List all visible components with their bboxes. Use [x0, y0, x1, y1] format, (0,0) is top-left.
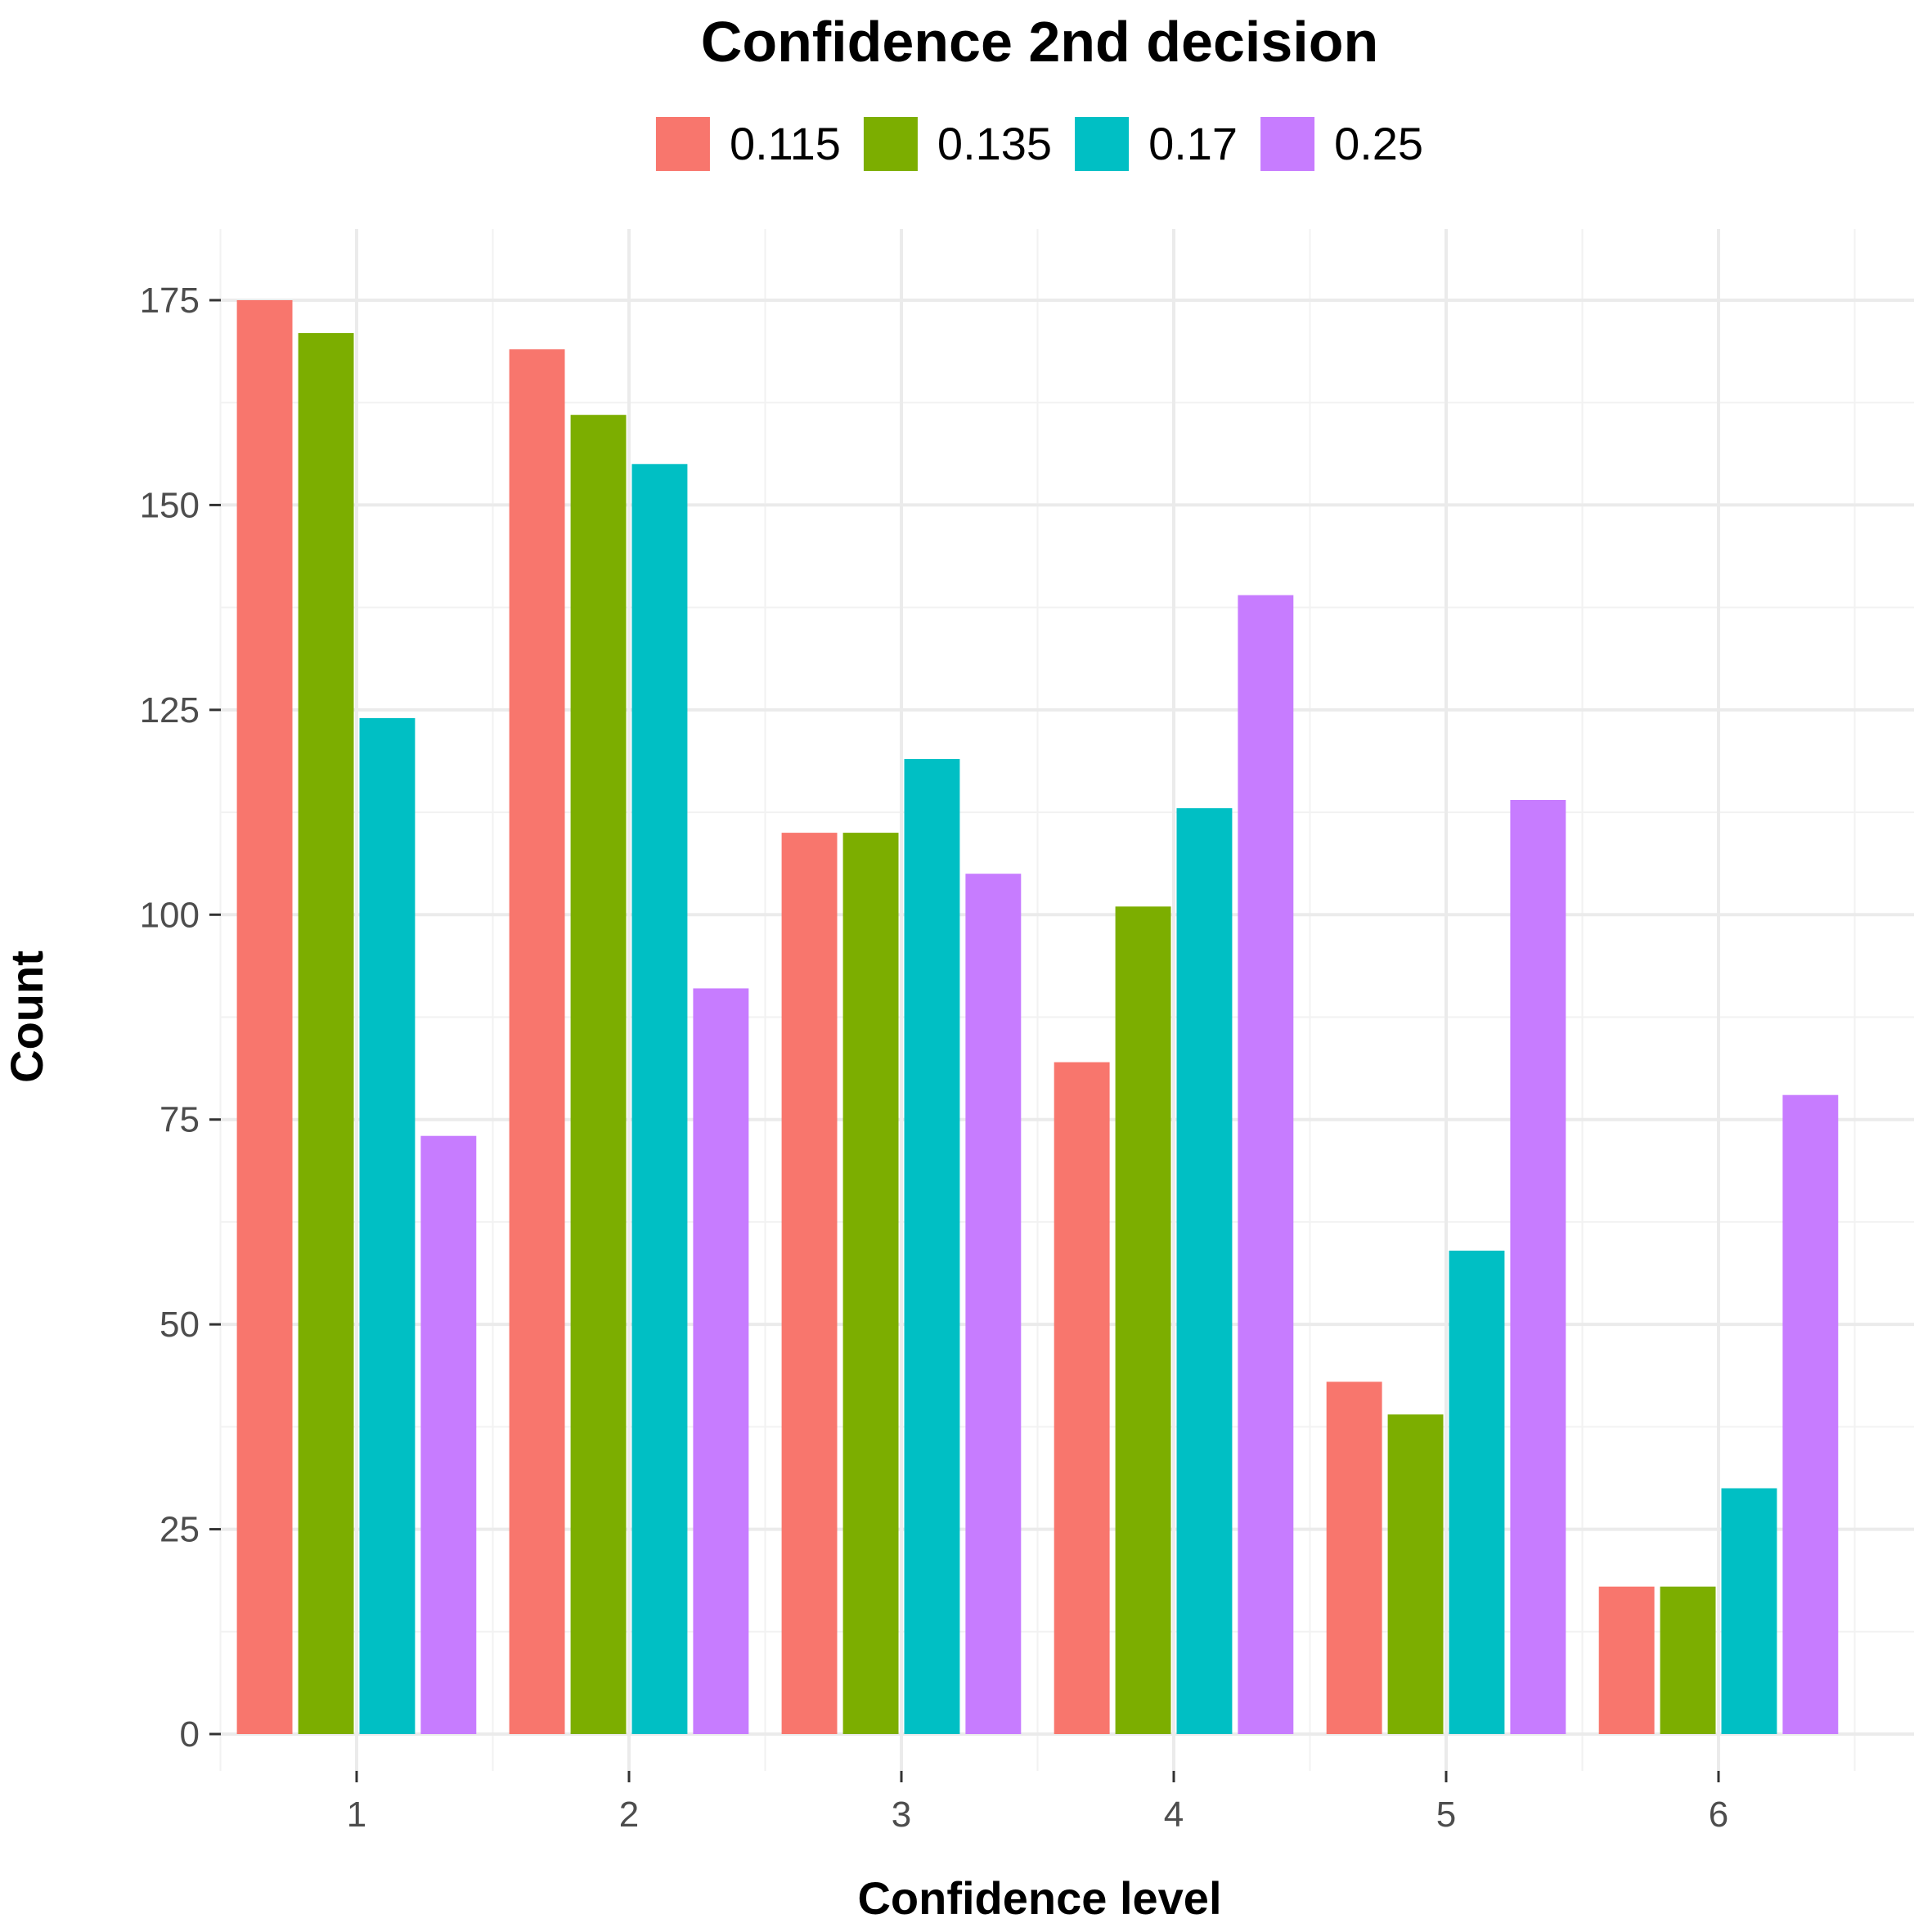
- y-tick-label: 25: [160, 1510, 200, 1550]
- bar-series-0-cat-0: [236, 300, 293, 1734]
- y-tick-label: 75: [160, 1100, 200, 1140]
- x-tick-label: 5: [1436, 1795, 1456, 1835]
- bar-series-0-cat-5: [1598, 1586, 1655, 1734]
- y-tick-label: 50: [160, 1305, 200, 1345]
- x-tick-label: 3: [892, 1795, 911, 1835]
- bar-series-2-cat-3: [1176, 808, 1233, 1734]
- y-tick-label: 175: [140, 281, 200, 321]
- y-tick-label: 0: [180, 1714, 200, 1755]
- y-axis: 0 25 50 75 100 125 150 175: [140, 281, 221, 1755]
- x-tick-label: 4: [1164, 1795, 1184, 1835]
- bar-series-0-cat-2: [781, 833, 838, 1734]
- x-tick-label: 1: [347, 1795, 366, 1835]
- bar-series-3-cat-5: [1782, 1094, 1839, 1734]
- legend-item-1: 0.135: [863, 117, 1052, 171]
- bar-series-2-cat-0: [359, 717, 416, 1734]
- x-tick-label: 2: [619, 1795, 639, 1835]
- legend: 0.115 0.135 0.17 0.25: [655, 117, 1423, 171]
- bar-series-1-cat-4: [1387, 1414, 1444, 1734]
- bar-series-1-cat-1: [570, 415, 627, 1735]
- x-axis-title: Confidence level: [857, 1872, 1221, 1924]
- bar-series-1-cat-3: [1115, 906, 1171, 1734]
- legend-swatch: [655, 117, 710, 171]
- legend-item-0: 0.115: [655, 117, 841, 171]
- legend-item-2: 0.17: [1075, 117, 1238, 171]
- x-tick-label: 6: [1709, 1795, 1728, 1835]
- legend-swatch: [1260, 117, 1315, 171]
- y-tick-label: 150: [140, 485, 200, 525]
- legend-label: 0.25: [1334, 118, 1423, 169]
- bar-series-3-cat-0: [420, 1135, 477, 1734]
- bars: [236, 300, 1839, 1735]
- legend-label: 0.115: [730, 118, 841, 169]
- plot-panel: 0 25 50 75 100 125 150 175 1 2 3 4 5 6: [140, 229, 1914, 1835]
- bar-series-2-cat-1: [631, 464, 688, 1734]
- bar-series-2-cat-2: [904, 759, 960, 1734]
- bar-series-3-cat-2: [965, 874, 1022, 1734]
- bar-series-2-cat-4: [1449, 1251, 1505, 1734]
- bar-series-0-cat-4: [1326, 1382, 1382, 1734]
- bar-series-0-cat-3: [1054, 1062, 1110, 1734]
- bar-series-3-cat-1: [693, 988, 749, 1734]
- bar-series-0-cat-1: [509, 349, 565, 1735]
- bar-series-2-cat-5: [1721, 1488, 1777, 1734]
- legend-label: 0.135: [937, 118, 1052, 169]
- x-axis: 1 2 3 4 5 6: [347, 1771, 1728, 1835]
- legend-swatch: [1075, 117, 1130, 171]
- y-tick-label: 100: [140, 895, 200, 935]
- bar-series-3-cat-3: [1238, 595, 1294, 1734]
- y-axis-title: Count: [1, 950, 52, 1083]
- bar-series-1-cat-5: [1660, 1586, 1716, 1734]
- chart-title: Confidence 2nd decision: [701, 10, 1378, 74]
- bar-series-1-cat-2: [842, 833, 899, 1734]
- bar-series-1-cat-0: [298, 333, 354, 1735]
- legend-label: 0.17: [1148, 118, 1238, 169]
- bar-series-3-cat-4: [1510, 800, 1566, 1734]
- legend-item-3: 0.25: [1260, 117, 1423, 171]
- legend-swatch: [863, 117, 918, 171]
- y-tick-label: 125: [140, 690, 200, 730]
